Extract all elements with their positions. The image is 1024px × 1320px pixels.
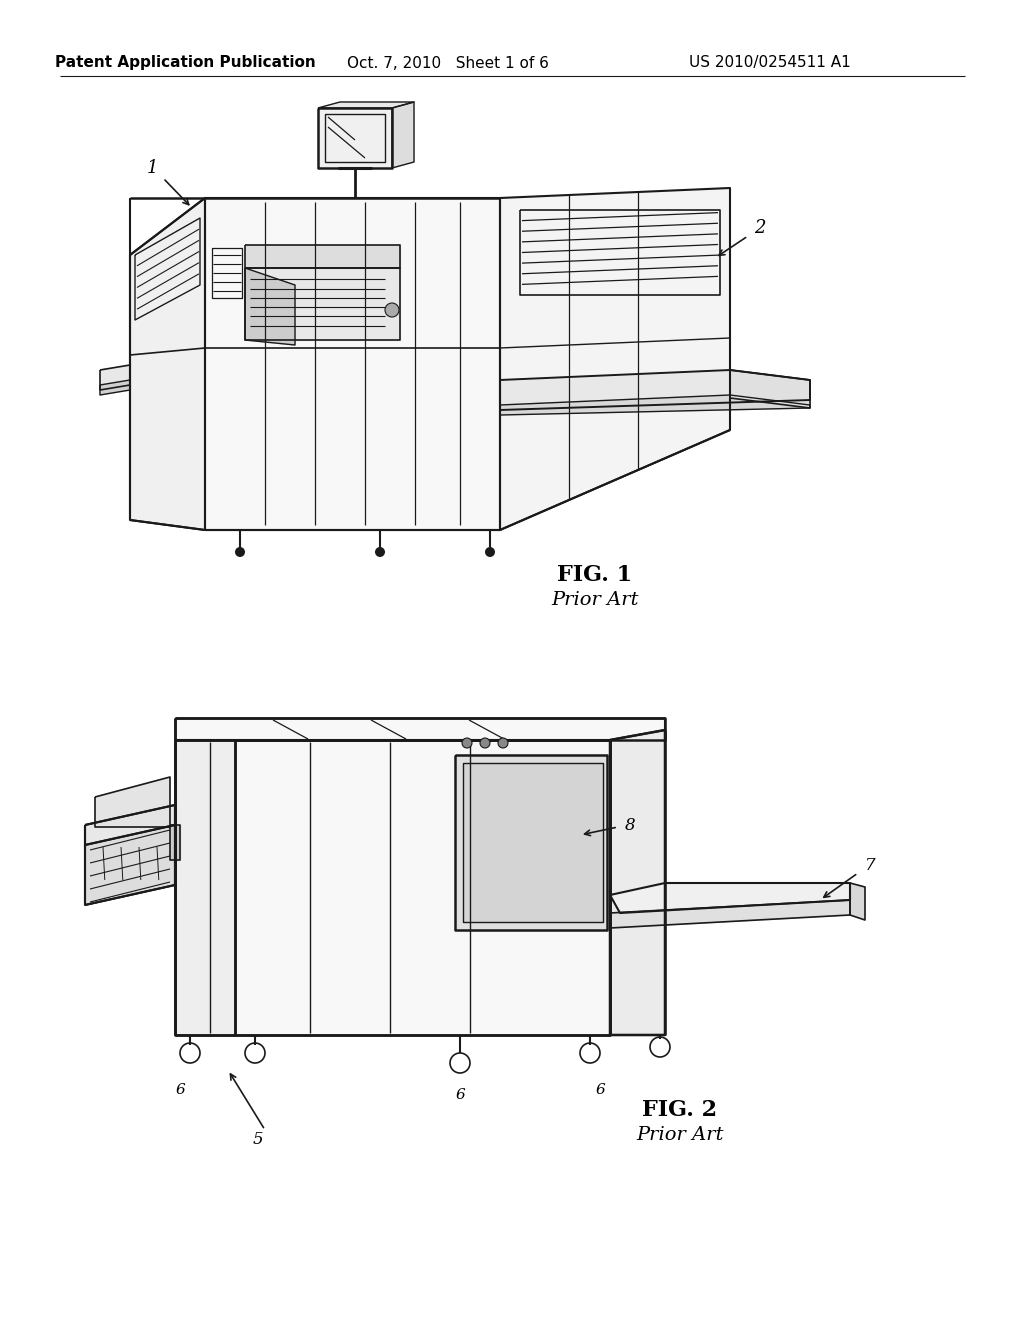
- Text: Prior Art: Prior Art: [636, 1126, 724, 1144]
- Polygon shape: [245, 268, 295, 345]
- Text: 7: 7: [864, 857, 876, 874]
- Text: FIG. 2: FIG. 2: [642, 1100, 718, 1121]
- Polygon shape: [85, 805, 175, 845]
- Text: US 2010/0254511 A1: US 2010/0254511 A1: [689, 55, 851, 70]
- Polygon shape: [130, 198, 205, 531]
- Circle shape: [385, 304, 399, 317]
- Circle shape: [375, 546, 385, 557]
- Text: FIG. 1: FIG. 1: [557, 564, 633, 586]
- Polygon shape: [392, 102, 414, 168]
- Polygon shape: [234, 741, 610, 1035]
- Polygon shape: [455, 755, 607, 931]
- Circle shape: [498, 738, 508, 748]
- Polygon shape: [100, 366, 130, 389]
- Polygon shape: [500, 187, 730, 531]
- Polygon shape: [175, 741, 234, 1035]
- Text: 5: 5: [253, 1131, 263, 1148]
- Polygon shape: [170, 825, 180, 861]
- Polygon shape: [500, 370, 810, 411]
- Text: 6: 6: [455, 1088, 465, 1102]
- Polygon shape: [85, 825, 175, 906]
- Polygon shape: [500, 395, 810, 414]
- Polygon shape: [95, 777, 170, 828]
- Circle shape: [480, 738, 490, 748]
- Polygon shape: [610, 900, 850, 928]
- Polygon shape: [730, 370, 810, 408]
- Text: 8: 8: [625, 817, 635, 833]
- Circle shape: [485, 546, 495, 557]
- Text: Patent Application Publication: Patent Application Publication: [54, 55, 315, 70]
- Text: Oct. 7, 2010   Sheet 1 of 6: Oct. 7, 2010 Sheet 1 of 6: [347, 55, 549, 70]
- Polygon shape: [463, 763, 603, 921]
- Polygon shape: [610, 883, 850, 913]
- Polygon shape: [318, 102, 414, 108]
- Polygon shape: [205, 198, 500, 531]
- Polygon shape: [610, 730, 665, 1035]
- Polygon shape: [245, 246, 400, 268]
- Text: 6: 6: [175, 1082, 185, 1097]
- Polygon shape: [850, 883, 865, 920]
- Text: 1: 1: [146, 158, 158, 177]
- Text: 2: 2: [755, 219, 766, 238]
- Polygon shape: [318, 108, 392, 168]
- Text: Prior Art: Prior Art: [551, 591, 639, 609]
- Polygon shape: [175, 718, 665, 741]
- Polygon shape: [100, 380, 130, 395]
- Text: 6: 6: [595, 1082, 605, 1097]
- Polygon shape: [245, 268, 400, 341]
- Circle shape: [234, 546, 245, 557]
- Circle shape: [462, 738, 472, 748]
